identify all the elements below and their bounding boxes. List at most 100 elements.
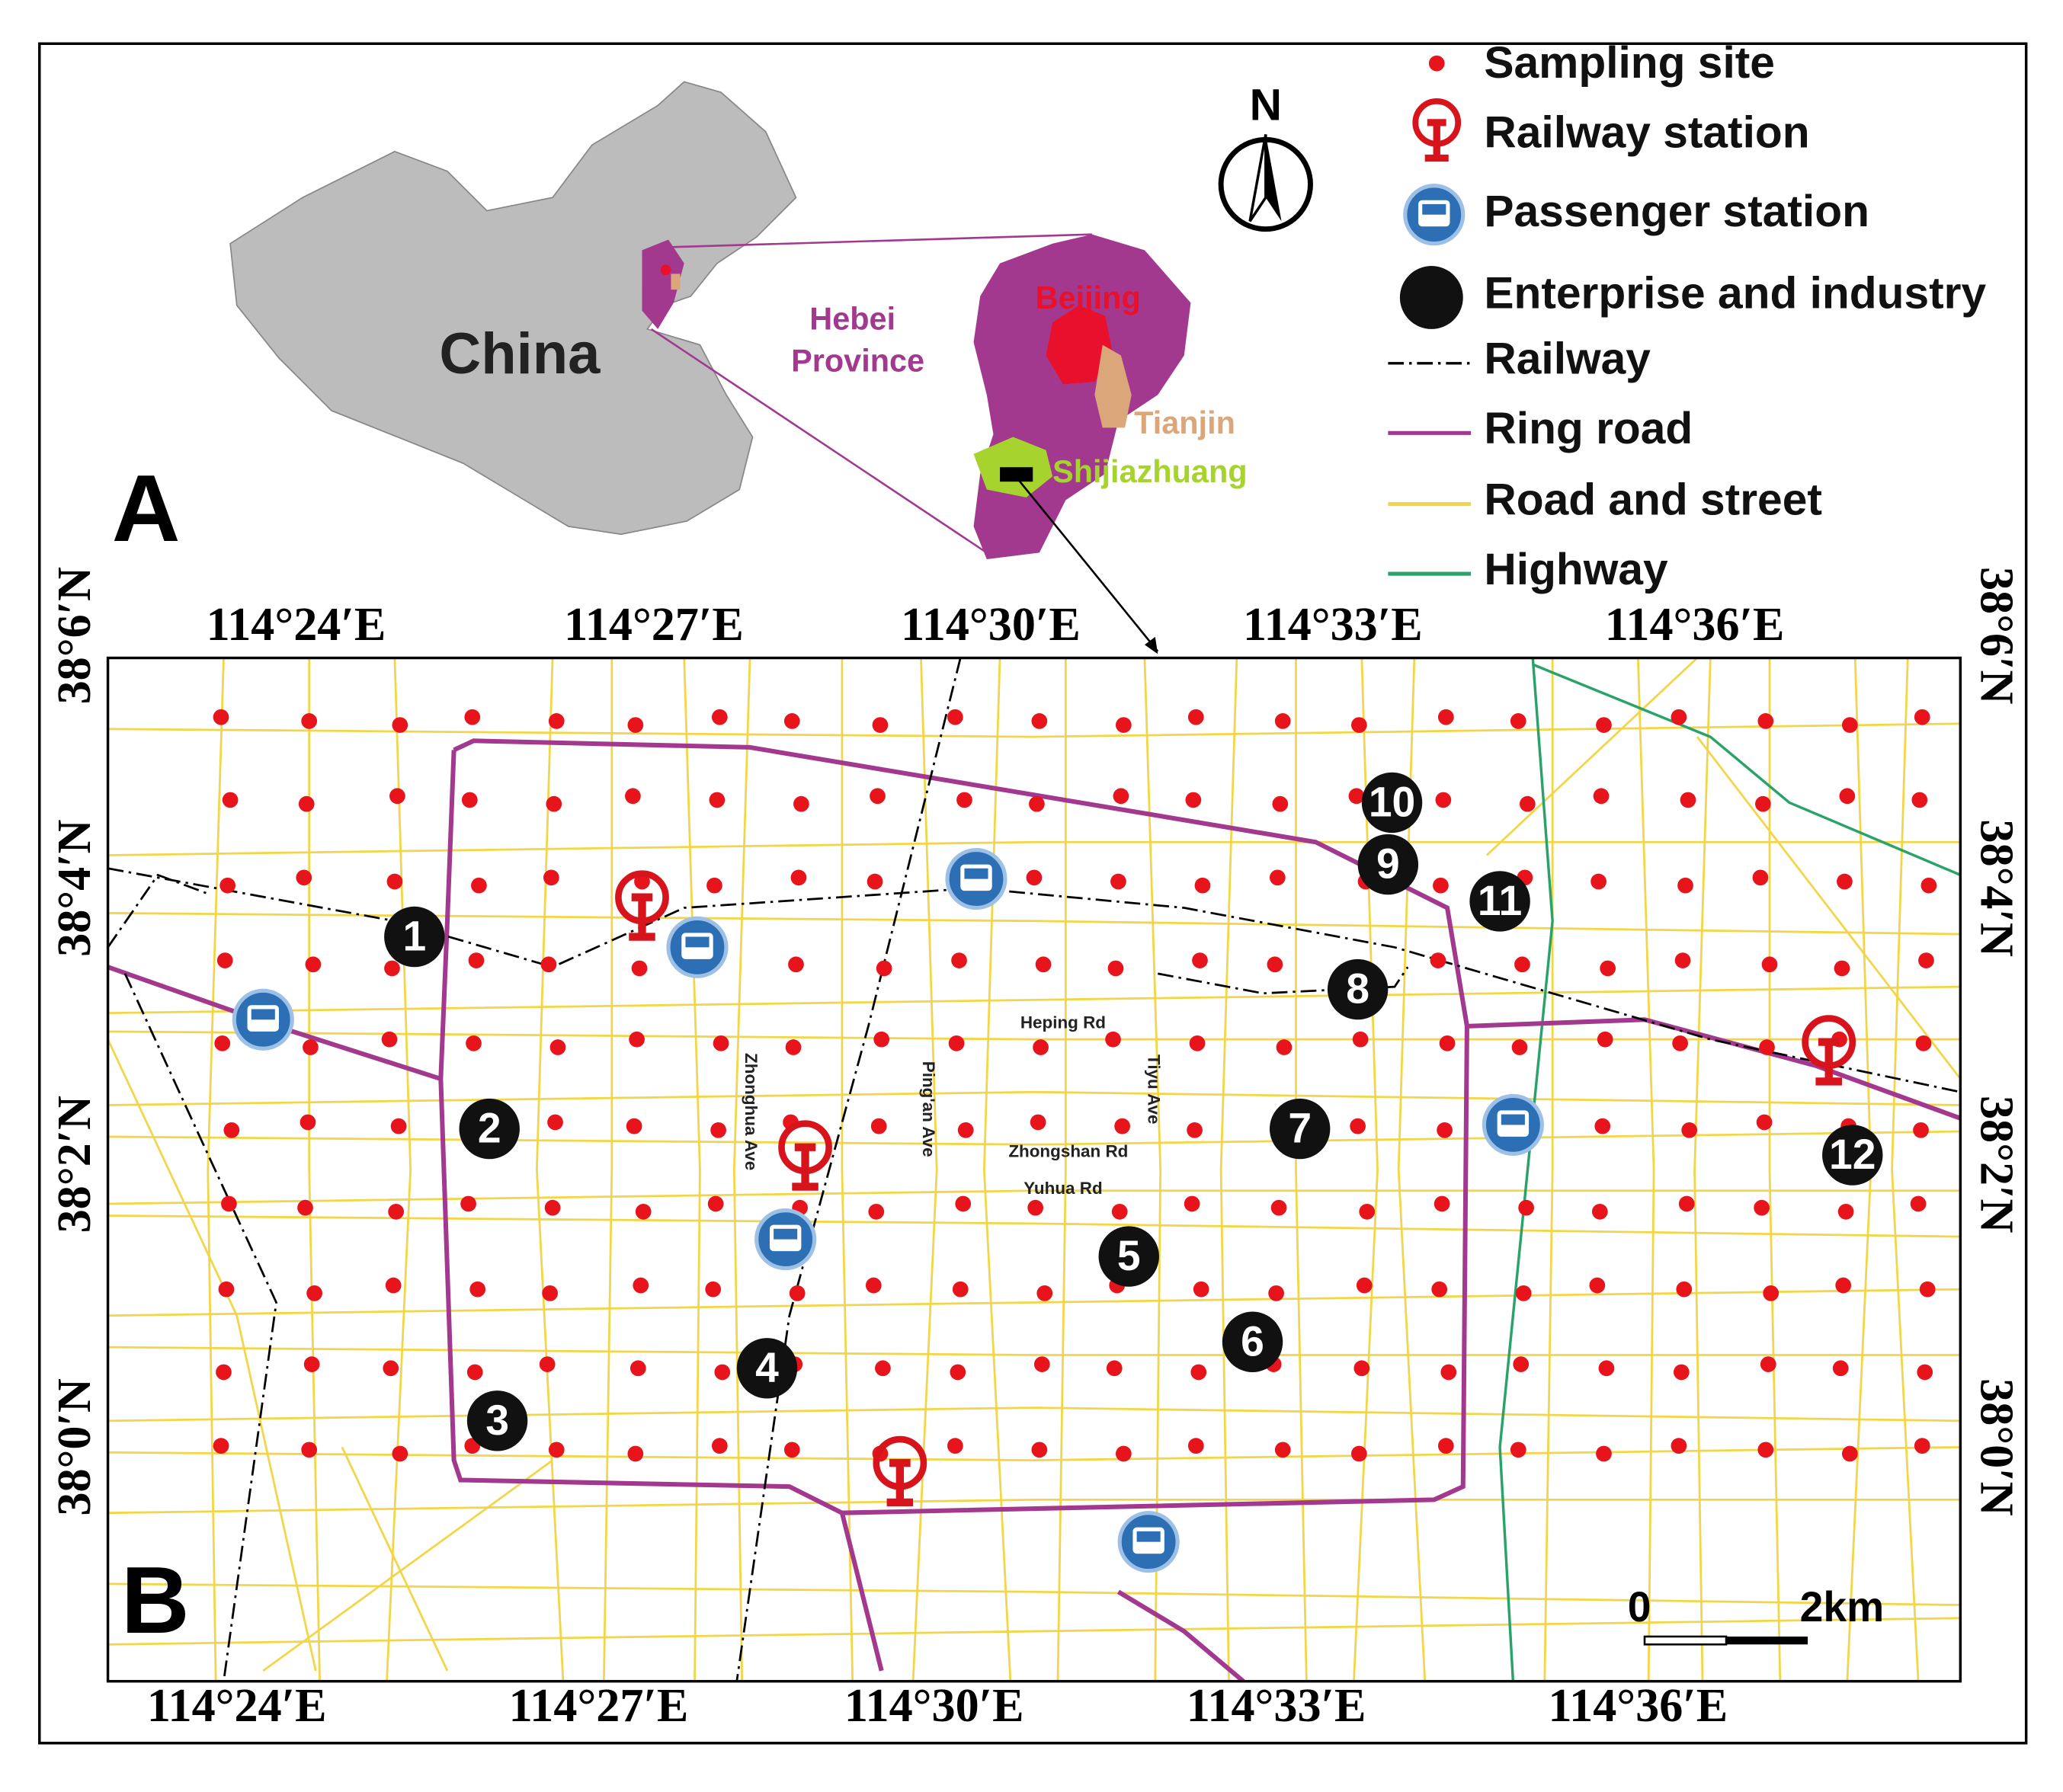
sampling-site <box>873 1031 890 1048</box>
sampling-site <box>1353 1360 1370 1377</box>
sampling-site <box>1113 788 1129 805</box>
sampling-site <box>785 1039 802 1055</box>
road <box>107 1406 1961 1422</box>
railway-station-icon <box>792 1143 818 1191</box>
railway <box>107 873 211 949</box>
sampling-site <box>1910 1195 1927 1212</box>
panel-a: China Hebei Province Beijing Tianjin Shijiazh… <box>112 38 1986 654</box>
sampling-site <box>793 795 809 812</box>
enterprise-marker <box>1098 1226 1159 1287</box>
longitude-label: 114°36′E <box>1605 599 1785 651</box>
sampling-site <box>714 1364 731 1381</box>
sampling-site <box>1356 1277 1373 1294</box>
passenger-station-icon <box>1136 1531 1161 1542</box>
province-label: Hebei <box>809 300 895 336</box>
sampling-site <box>1033 1039 1049 1055</box>
enterprise-label: 7 <box>1288 1105 1312 1152</box>
sampling-site <box>542 1285 558 1301</box>
longitude-label: 114°33′E <box>1243 599 1423 651</box>
sampling-site <box>546 795 562 812</box>
road-name: Tiyu Ave <box>1144 1054 1163 1124</box>
sampling-site <box>1515 1285 1532 1301</box>
road <box>107 1499 1961 1515</box>
sampling-site <box>956 792 972 808</box>
sampling-site <box>1598 1360 1615 1377</box>
sampling-site <box>216 1364 232 1381</box>
sampling-site <box>1437 1438 1454 1454</box>
sampling-site <box>1760 1356 1776 1372</box>
sampling-site <box>1115 1445 1132 1462</box>
sampling-site <box>1518 1199 1534 1216</box>
sampling-site <box>1437 709 1454 725</box>
country-label: China <box>439 322 601 386</box>
legend-label: Sampling site <box>1484 38 1775 88</box>
sampling-site <box>870 788 886 805</box>
sampling-site <box>950 1364 966 1381</box>
longitude-label: 114°27′E <box>509 1680 689 1732</box>
sampling-site <box>865 1277 882 1294</box>
beijing-small <box>660 264 671 276</box>
sampling-site <box>1027 1199 1044 1216</box>
sampling-site <box>1031 713 1048 729</box>
sampling-site <box>1033 1356 1050 1372</box>
study-arrowhead <box>1144 636 1158 654</box>
latitude-label: 38°0′N <box>49 1378 101 1516</box>
province-label: Province <box>791 343 924 379</box>
inset-connector <box>658 233 1092 249</box>
road-name: Heping Rd <box>1020 1013 1106 1032</box>
road <box>1485 658 1699 856</box>
panel-label: A <box>112 456 181 562</box>
road <box>107 1214 1961 1238</box>
sampling-site <box>629 1360 646 1377</box>
enterprise-label: 8 <box>1346 965 1369 1013</box>
enterprise-marker <box>1222 1311 1283 1372</box>
sampling-site <box>464 709 481 725</box>
sampling-site <box>1594 1118 1611 1134</box>
tianjin-inset <box>1094 344 1132 428</box>
sampling-site <box>1114 1118 1130 1134</box>
enterprise-marker <box>1822 1125 1883 1186</box>
sampling-site <box>213 709 229 725</box>
sampling-site <box>1913 1122 1929 1138</box>
sampling-site <box>1193 1281 1209 1298</box>
sampling-site <box>216 952 233 968</box>
sampling-site <box>1106 1360 1123 1377</box>
sampling-site <box>1270 1199 1287 1216</box>
sampling-site <box>301 1442 318 1458</box>
inset-connector <box>650 328 988 554</box>
north-needle <box>1265 134 1282 222</box>
road <box>1768 658 1782 1682</box>
road <box>1693 658 1712 1682</box>
sampling-site <box>471 877 487 894</box>
passenger-station-icon <box>964 868 988 879</box>
road <box>107 722 1961 738</box>
sampling-site <box>1351 717 1367 733</box>
railway <box>735 658 962 1682</box>
road <box>107 1617 1961 1646</box>
enterprise-marker <box>736 1338 798 1399</box>
sampling-site <box>783 1442 800 1458</box>
sampling-site <box>384 960 400 977</box>
enterprise-label: 11 <box>1478 877 1522 924</box>
legend-sampling-site <box>1428 55 1445 72</box>
sampling-site <box>549 1039 566 1055</box>
sampling-site <box>1510 1442 1526 1458</box>
sampling-site <box>1915 1035 1932 1051</box>
sampling-site <box>1189 1035 1206 1051</box>
road <box>603 658 613 1682</box>
enterprise-marker <box>1269 1098 1331 1160</box>
sampling-site <box>1834 960 1850 977</box>
enterprise-marker <box>459 1098 520 1160</box>
latitude-label: 38°2′N <box>1971 1096 2023 1234</box>
road <box>1143 658 1162 1682</box>
sampling-site <box>790 869 807 886</box>
sampling-site <box>1757 713 1774 729</box>
road-name: Yuhua Rd <box>1023 1179 1102 1198</box>
sampling-site <box>707 1195 724 1212</box>
road <box>262 1459 553 1672</box>
latitude-label: 38°2′N <box>49 1096 101 1234</box>
longitude-label: 114°27′E <box>564 599 744 651</box>
road <box>341 1446 449 1672</box>
highway <box>1498 658 1554 1682</box>
